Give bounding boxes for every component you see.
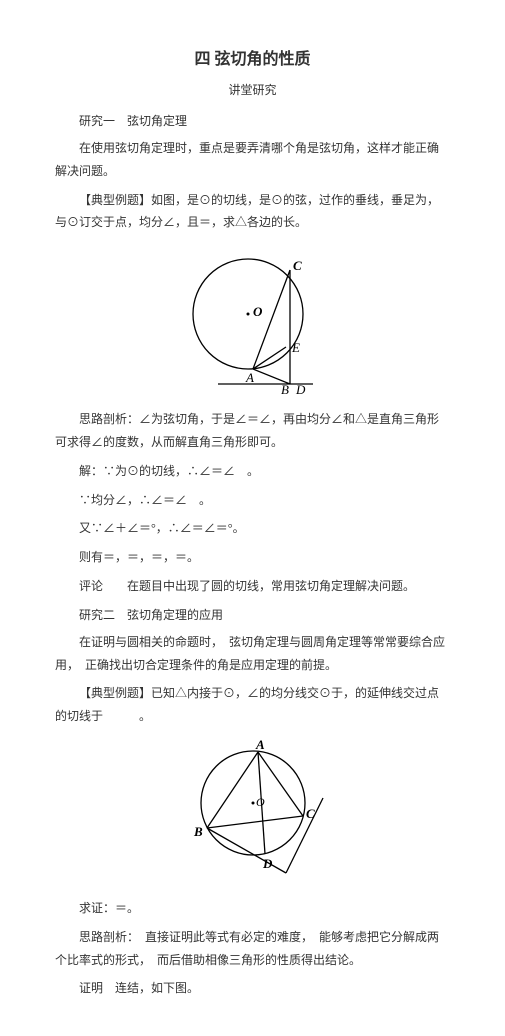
analysis1-p4: 又∵∠＋∠＝°，∴∠＝∠＝°。 bbox=[55, 517, 450, 540]
figure-1: O C E A B D bbox=[55, 244, 450, 398]
analysis1-p5: 则有＝，＝，＝，＝。 bbox=[55, 546, 450, 569]
fig1-label-a: A bbox=[245, 370, 254, 385]
fig1-label-c: C bbox=[293, 258, 302, 273]
analysis1-p2: 解：∵为⊙的切线，∴∠＝∠ 。 bbox=[55, 460, 450, 483]
section1-p2: 【典型例题】如图，是⊙的切线，是⊙的弦，过作的垂线，垂足为，与⊙订交于点，均分∠… bbox=[55, 189, 450, 235]
analysis1-p1: 思路剖析：∠为弦切角，于是∠＝∠，再由均分∠和△是直角三角形可求得∠的度数，从而… bbox=[55, 408, 450, 454]
analysis1-p3: ∵均分∠，∴∠＝∠ 。 bbox=[55, 489, 450, 512]
fig2-label-b: B bbox=[193, 824, 203, 839]
section1-p1: 在使用弦切角定理时，重点是要弄清哪个角是弦切角，这样才能正确解决问题。 bbox=[55, 137, 450, 183]
section2-heading: 研究二 弦切角定理的应用 bbox=[55, 606, 450, 623]
section2-p1: 在证明与圆相关的命题时， 弦切角定理与圆周角定理等常常要综合应用， 正确找出切合… bbox=[55, 631, 450, 677]
fig2-label-o: O bbox=[256, 795, 265, 809]
fig2-label-d: D bbox=[262, 856, 273, 871]
proof-p2: 思路剖析： 直接证明此等式有必定的难度， 能够考虑把它分解成两个比率式的形式， … bbox=[55, 926, 450, 972]
fig1-label-o: O bbox=[253, 304, 263, 319]
fig1-label-e: E bbox=[291, 340, 300, 355]
fig1-label-b: B bbox=[281, 382, 289, 394]
analysis1-p6: 评论 在题目中出现了圆的切线，常用弦切角定理解决问题。 bbox=[55, 575, 450, 598]
fig1-label-d: D bbox=[295, 382, 306, 394]
proof-p1: 求证：＝。 bbox=[55, 897, 450, 920]
section2-p2: 【典型例题】已知△内接于⊙，∠的均分线交⊙于，的延伸线交过点的切线于 。 bbox=[55, 682, 450, 728]
page-subtitle: 讲堂研究 bbox=[55, 81, 450, 98]
section1-heading: 研究一 弦切角定理 bbox=[55, 112, 450, 129]
proof-p3: 证明 连结，如下图。 bbox=[55, 977, 450, 1000]
page-title: 四 弦切角的性质 bbox=[55, 45, 450, 69]
figure-2: O A B C D bbox=[55, 738, 450, 887]
fig2-label-a: A bbox=[255, 738, 265, 752]
fig2-label-c: C bbox=[306, 806, 315, 821]
